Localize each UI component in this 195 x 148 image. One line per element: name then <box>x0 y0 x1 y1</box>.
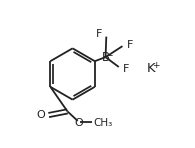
Text: B: B <box>102 51 110 64</box>
Text: F: F <box>123 64 129 74</box>
Text: CH₃: CH₃ <box>94 118 113 128</box>
Text: F: F <box>127 40 133 50</box>
Text: +: + <box>152 61 160 70</box>
Text: K: K <box>146 62 155 75</box>
Text: O: O <box>75 118 83 128</box>
Text: F: F <box>96 29 103 39</box>
Text: −: − <box>105 50 113 59</box>
Text: O: O <box>36 110 45 120</box>
